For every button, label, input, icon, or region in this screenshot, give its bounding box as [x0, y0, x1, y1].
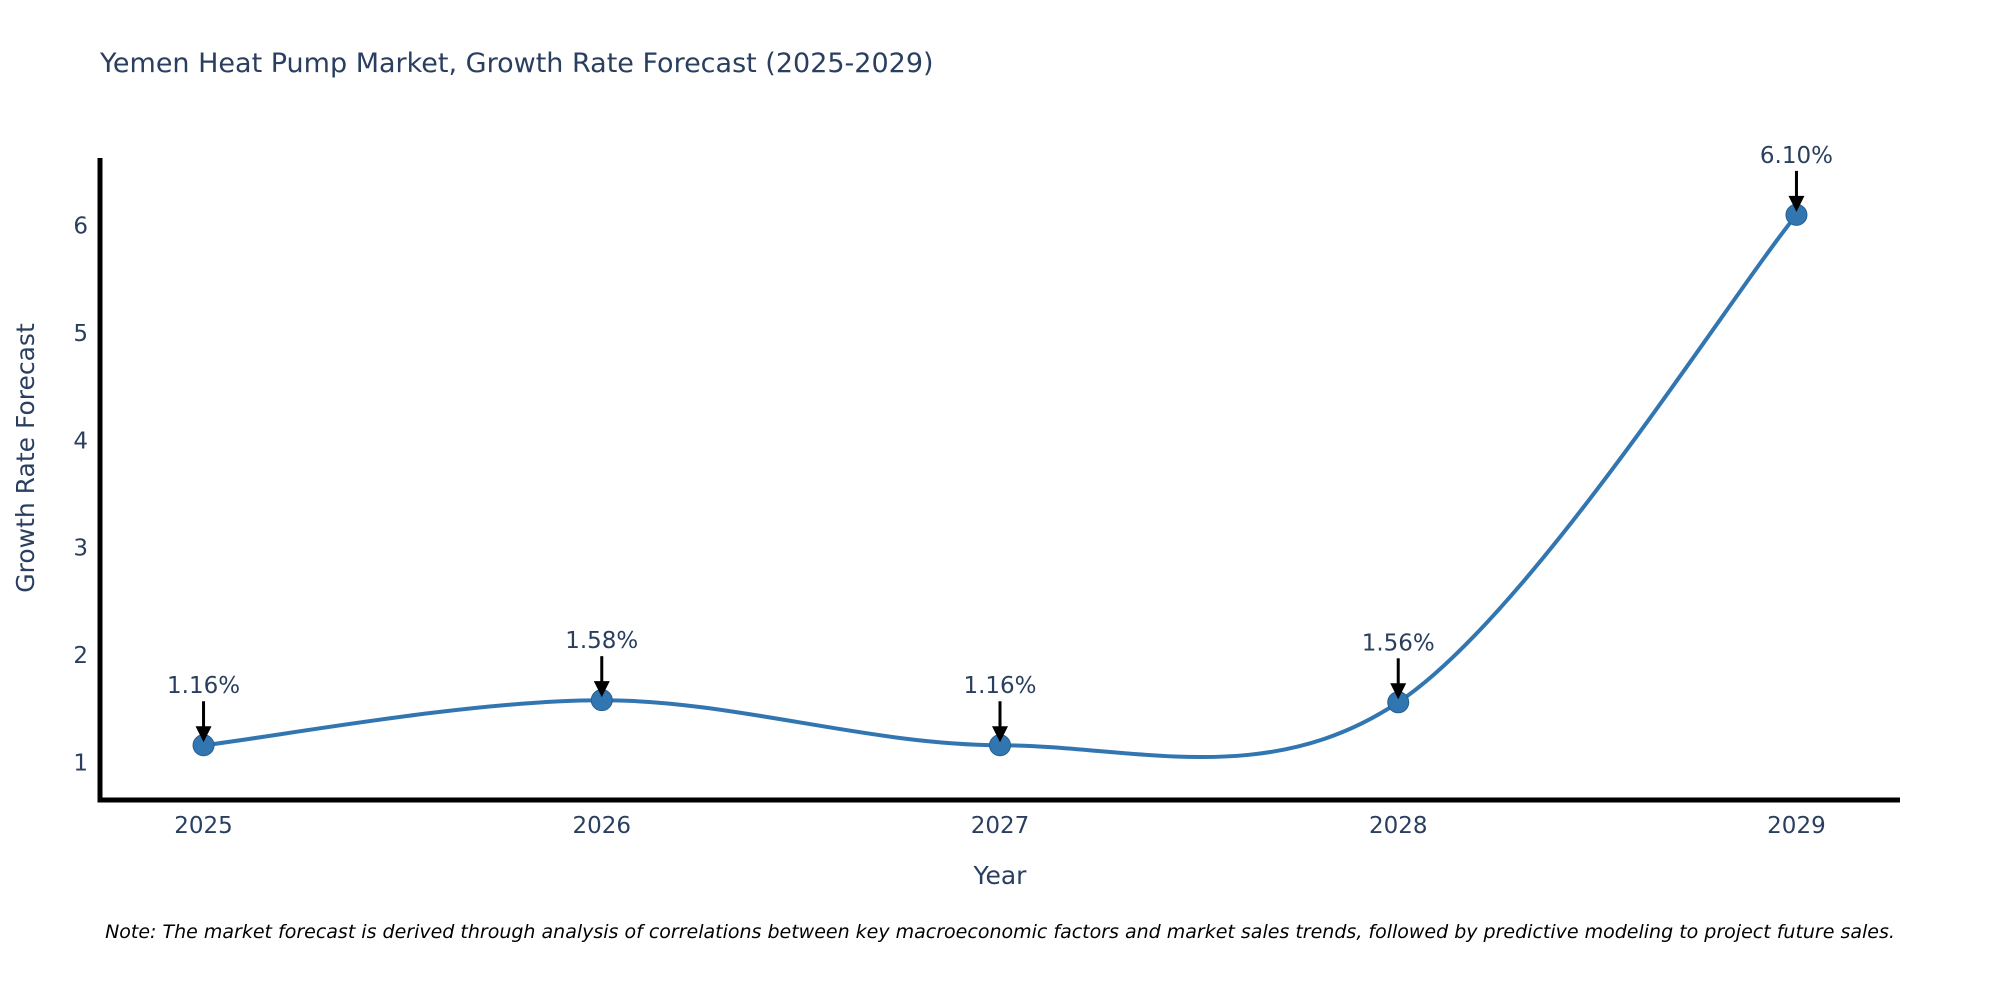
annotation-arrowhead-icon — [1390, 683, 1407, 700]
annotation-arrowhead-icon — [992, 726, 1008, 743]
annotation-arrowhead-icon — [593, 681, 610, 698]
x-tick-label: 2029 — [1767, 813, 1826, 839]
chart-note: Note: The market forecast is derived thr… — [105, 921, 1895, 943]
x-tick-label: 2025 — [174, 813, 233, 839]
point-value-label: 1.16% — [167, 673, 240, 699]
point-value-label: 1.16% — [963, 673, 1036, 699]
x-tick-label: 2028 — [1369, 813, 1428, 839]
x-axis-tick-labels: 2025 2026 2027 2028 2029 — [174, 813, 1825, 839]
y-tick-label: 1 — [73, 750, 88, 776]
x-tick-label: 2026 — [572, 813, 631, 839]
y-tick-label: 3 — [73, 536, 88, 562]
x-axis-title: Year — [973, 861, 1028, 890]
point-annotations: 1.16% 1.58% 1.16% 1.56% 6.10% — [167, 143, 1833, 743]
y-axis-title: Growth Rate Forecast — [11, 323, 40, 593]
y-tick-label: 6 — [73, 214, 88, 240]
point-value-label: 1.56% — [1362, 630, 1435, 656]
y-tick-label: 5 — [73, 321, 88, 347]
point-value-label: 6.10% — [1760, 143, 1833, 169]
y-tick-label: 2 — [73, 643, 88, 669]
point-value-label: 1.58% — [565, 628, 638, 654]
y-tick-label: 4 — [73, 428, 88, 454]
y-axis-tick-labels: 1 2 3 4 5 6 — [73, 214, 88, 777]
x-tick-label: 2027 — [971, 813, 1030, 839]
chart-title: Yemen Heat Pump Market, Growth Rate Fore… — [99, 48, 934, 79]
annotation-arrowhead-icon — [195, 726, 212, 743]
annotation-arrowhead-icon — [1788, 195, 1805, 212]
series-line — [201, 212, 1799, 760]
